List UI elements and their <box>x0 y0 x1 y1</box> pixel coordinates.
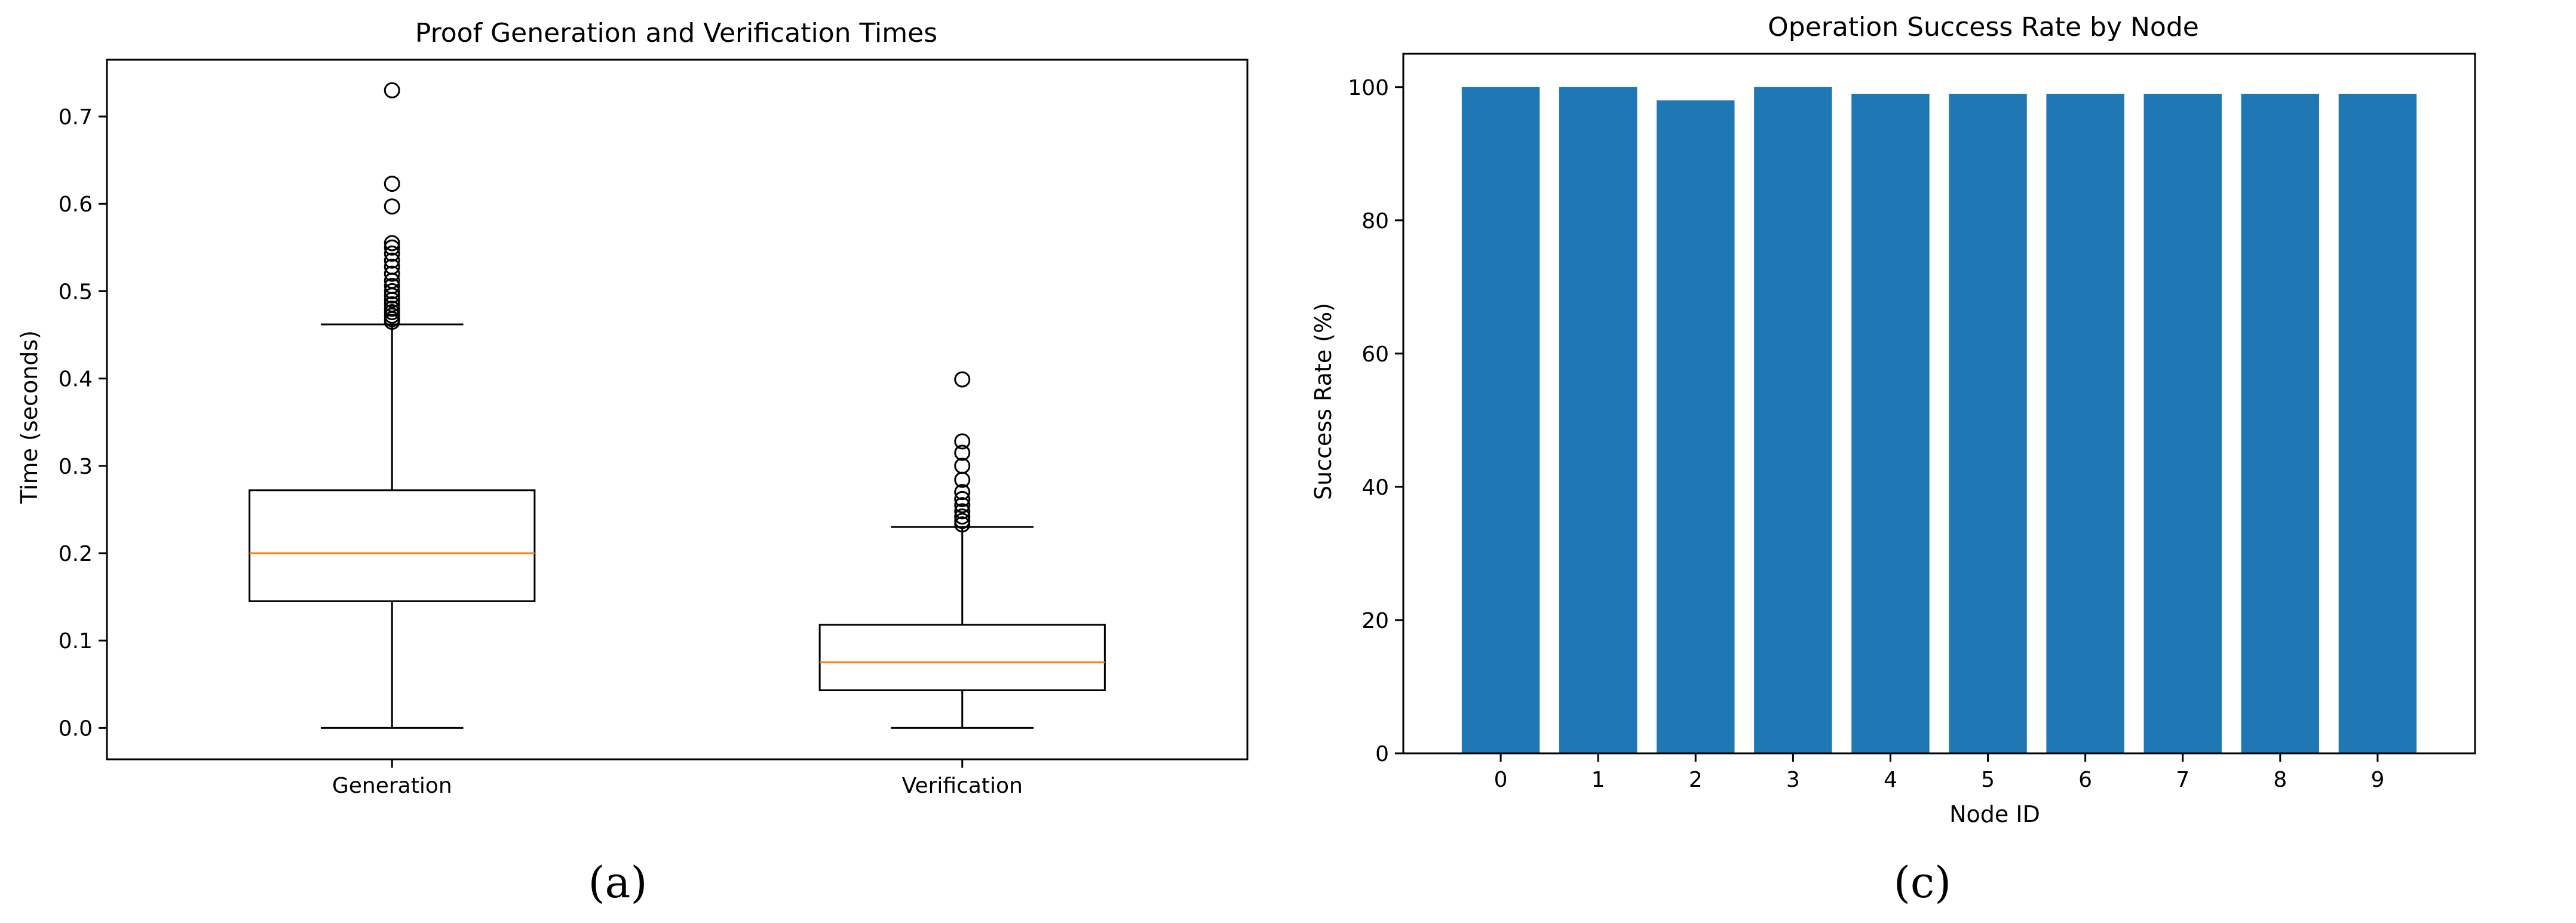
bar-chart-x-axis-label: Node ID <box>1949 801 2040 827</box>
y-tick-label: 0.7 <box>59 105 93 130</box>
outlier-point <box>384 265 400 282</box>
iqr-box <box>249 489 536 602</box>
outlier-point <box>954 497 971 514</box>
outlier-point <box>954 490 971 507</box>
outlier-point <box>384 198 400 215</box>
y-tick-label: 100 <box>1348 76 1389 100</box>
x-tick-label: 5 <box>1981 768 1995 792</box>
x-tick-label: 0 <box>1494 768 1508 792</box>
bar-chart-bars <box>1461 87 2417 754</box>
iqr-box <box>818 624 1106 692</box>
outlier-point <box>384 296 400 312</box>
boxplot-title: Proof Generation and Verification Times <box>415 18 937 48</box>
y-tick-label: 0.2 <box>59 542 93 566</box>
boxplot-x-ticks: Generation Verification <box>332 759 1023 798</box>
outlier-point <box>954 508 971 525</box>
bar-chart-caption: (c) <box>1894 857 1952 907</box>
boxplot-frame <box>106 59 1249 761</box>
box-verification <box>818 371 1106 729</box>
bar-chart-y-axis-label: Success Rate (%) <box>1310 303 1336 500</box>
bar-chart-y-ticks: 0 20 40 60 80 100 <box>1348 76 1403 766</box>
outlier-point <box>954 371 971 388</box>
x-tick-label: Verification <box>902 774 1023 798</box>
y-tick-label: 0.1 <box>59 629 93 654</box>
y-tick-label: 0.0 <box>59 716 93 741</box>
outlier-point <box>954 433 971 450</box>
bar-chart-panel: Operation Success Rate by Node Success R… <box>1310 12 2476 907</box>
bar-node-4 <box>1851 93 1930 753</box>
y-tick-label: 0 <box>1375 742 1389 766</box>
bar-node-1 <box>1559 87 1637 753</box>
bar-chart-title: Operation Success Rate by Node <box>1768 12 2199 42</box>
outlier-point <box>384 239 400 256</box>
y-tick-label: 0.5 <box>59 280 93 304</box>
x-tick-label: 8 <box>2273 768 2287 792</box>
bar-node-5 <box>1949 93 2027 753</box>
y-tick-label: 40 <box>1361 476 1389 500</box>
outlier-point <box>384 300 400 317</box>
outlier-point <box>954 444 971 461</box>
outlier-point <box>384 258 400 275</box>
y-tick-label: 0.6 <box>59 192 93 217</box>
outlier-point <box>384 252 400 269</box>
outlier-point <box>384 176 400 192</box>
bar-node-2 <box>1657 100 1735 754</box>
x-tick-label: 7 <box>2176 768 2189 792</box>
x-tick-label: Generation <box>332 774 452 798</box>
outlier-point <box>954 503 971 520</box>
x-tick-label: 1 <box>1591 768 1605 792</box>
outlier-point <box>954 484 971 501</box>
x-tick-label: 9 <box>2370 768 2384 792</box>
y-tick-label: 60 <box>1361 342 1389 367</box>
boxplot-y-ticks: 0.0 0.1 0.2 0.3 0.4 0.5 0.6 0.7 <box>59 105 107 741</box>
bar-chart-x-ticks: 0 1 2 3 4 5 6 7 8 9 <box>1494 753 2384 792</box>
bar-node-8 <box>2241 93 2320 753</box>
boxplot-panel: Proof Generation and Verification Times … <box>16 18 1249 907</box>
box-generation <box>249 82 536 729</box>
bar-node-9 <box>2338 93 2417 753</box>
y-tick-label: 80 <box>1361 209 1389 234</box>
outlier-point <box>384 283 400 299</box>
bar-node-0 <box>1461 87 1540 753</box>
y-tick-label: 0.4 <box>59 367 93 392</box>
outlier-point <box>384 235 400 252</box>
bar-node-3 <box>1754 87 1832 753</box>
bar-chart-frame <box>1402 53 2476 755</box>
outlier-point <box>954 458 971 474</box>
x-tick-label: 6 <box>2078 768 2092 792</box>
y-tick-label: 0.3 <box>59 455 93 479</box>
x-tick-label: 4 <box>1884 768 1897 792</box>
x-tick-label: 3 <box>1786 768 1800 792</box>
outlier-point <box>954 513 971 529</box>
x-tick-label: 2 <box>1689 768 1703 792</box>
boxplot-y-axis-label: Time (seconds) <box>16 330 42 504</box>
outlier-point <box>384 278 400 295</box>
bar-node-6 <box>2046 93 2124 753</box>
outlier-point <box>384 246 400 262</box>
boxplot-caption: (a) <box>588 857 647 907</box>
boxplot-boxes <box>249 82 1106 729</box>
bar-node-7 <box>2143 93 2222 753</box>
y-tick-label: 20 <box>1361 609 1389 633</box>
outlier-point <box>384 82 400 99</box>
